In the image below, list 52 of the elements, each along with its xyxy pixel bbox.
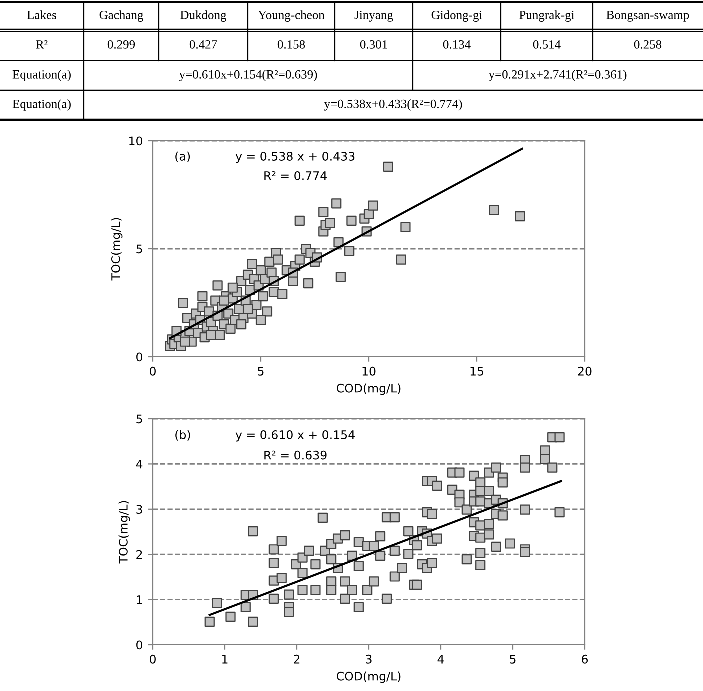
text: 0.258: [634, 40, 662, 49]
text: 0.514: [533, 40, 561, 49]
y-tick-label: 5: [136, 244, 142, 254]
text: Lakes: [27, 10, 56, 20]
x-tick-label: 0: [150, 654, 156, 664]
y-axis-title: TOC(mg/L): [111, 218, 123, 281]
y-tick-label: 0: [136, 640, 142, 650]
text: Pungrak-gi: [520, 10, 575, 22]
x-tick-label: 2: [294, 654, 300, 664]
annotation: (b): [176, 430, 190, 441]
text: 0.427: [190, 40, 218, 49]
annotation: y = 0.538 x + 0.433: [236, 152, 355, 164]
y-tick-label: 2: [136, 550, 142, 560]
x-axis-title: COD(mg/L): [336, 672, 401, 684]
text: y=0.538x+0.433(R²=0.774): [324, 100, 462, 111]
x-tick-label: 0: [150, 366, 156, 376]
annotation: y = 0.610 x + 0.154: [236, 430, 355, 442]
y-axis-title: TOC(mg/L): [118, 501, 130, 564]
x-tick-label: 1: [222, 655, 228, 664]
text: Dukdong: [180, 10, 227, 22]
y-tick-label: 10: [130, 136, 142, 146]
annotation: R² = 0.774: [264, 171, 327, 180]
text: 0.301: [360, 40, 388, 49]
annotation: (a): [176, 152, 190, 162]
text: Equation(a): [12, 100, 71, 111]
text: Jinyang: [354, 10, 394, 22]
x-tick-label: 3: [366, 654, 372, 664]
text: R²: [36, 40, 48, 49]
text: 0.134: [443, 40, 471, 49]
x-tick-label: 6: [582, 654, 588, 664]
y-tick-label: 4: [136, 460, 143, 469]
x-tick-label: 15: [470, 367, 484, 376]
text: Young-cheon: [258, 10, 325, 22]
text: y=0.610x+0.154(R²=0.639): [179, 70, 318, 82]
annotation: R² = 0.639: [264, 450, 327, 460]
text: 0.158: [278, 40, 306, 49]
text: Equation(a): [12, 70, 71, 82]
x-tick-label: 10: [362, 366, 376, 376]
text: Gachang: [100, 10, 144, 22]
text: 0.299: [108, 40, 136, 49]
text: Gidong-gi: [432, 10, 482, 22]
text: Bongsan-swamp: [606, 11, 690, 22]
x-tick-label: 5: [258, 367, 264, 376]
x-tick-label: 4: [438, 655, 444, 664]
y-tick-label: 5: [136, 414, 142, 424]
x-tick-label: 5: [510, 655, 516, 664]
x-axis-title: COD(mg/L): [336, 384, 401, 396]
y-tick-label: 1: [137, 596, 142, 604]
text: y=0.291x+2.741(R²=0.361): [488, 70, 627, 82]
y-tick-label: 3: [136, 505, 142, 514]
y-tick-label: 0: [136, 352, 142, 362]
x-tick-label: 20: [578, 366, 592, 376]
